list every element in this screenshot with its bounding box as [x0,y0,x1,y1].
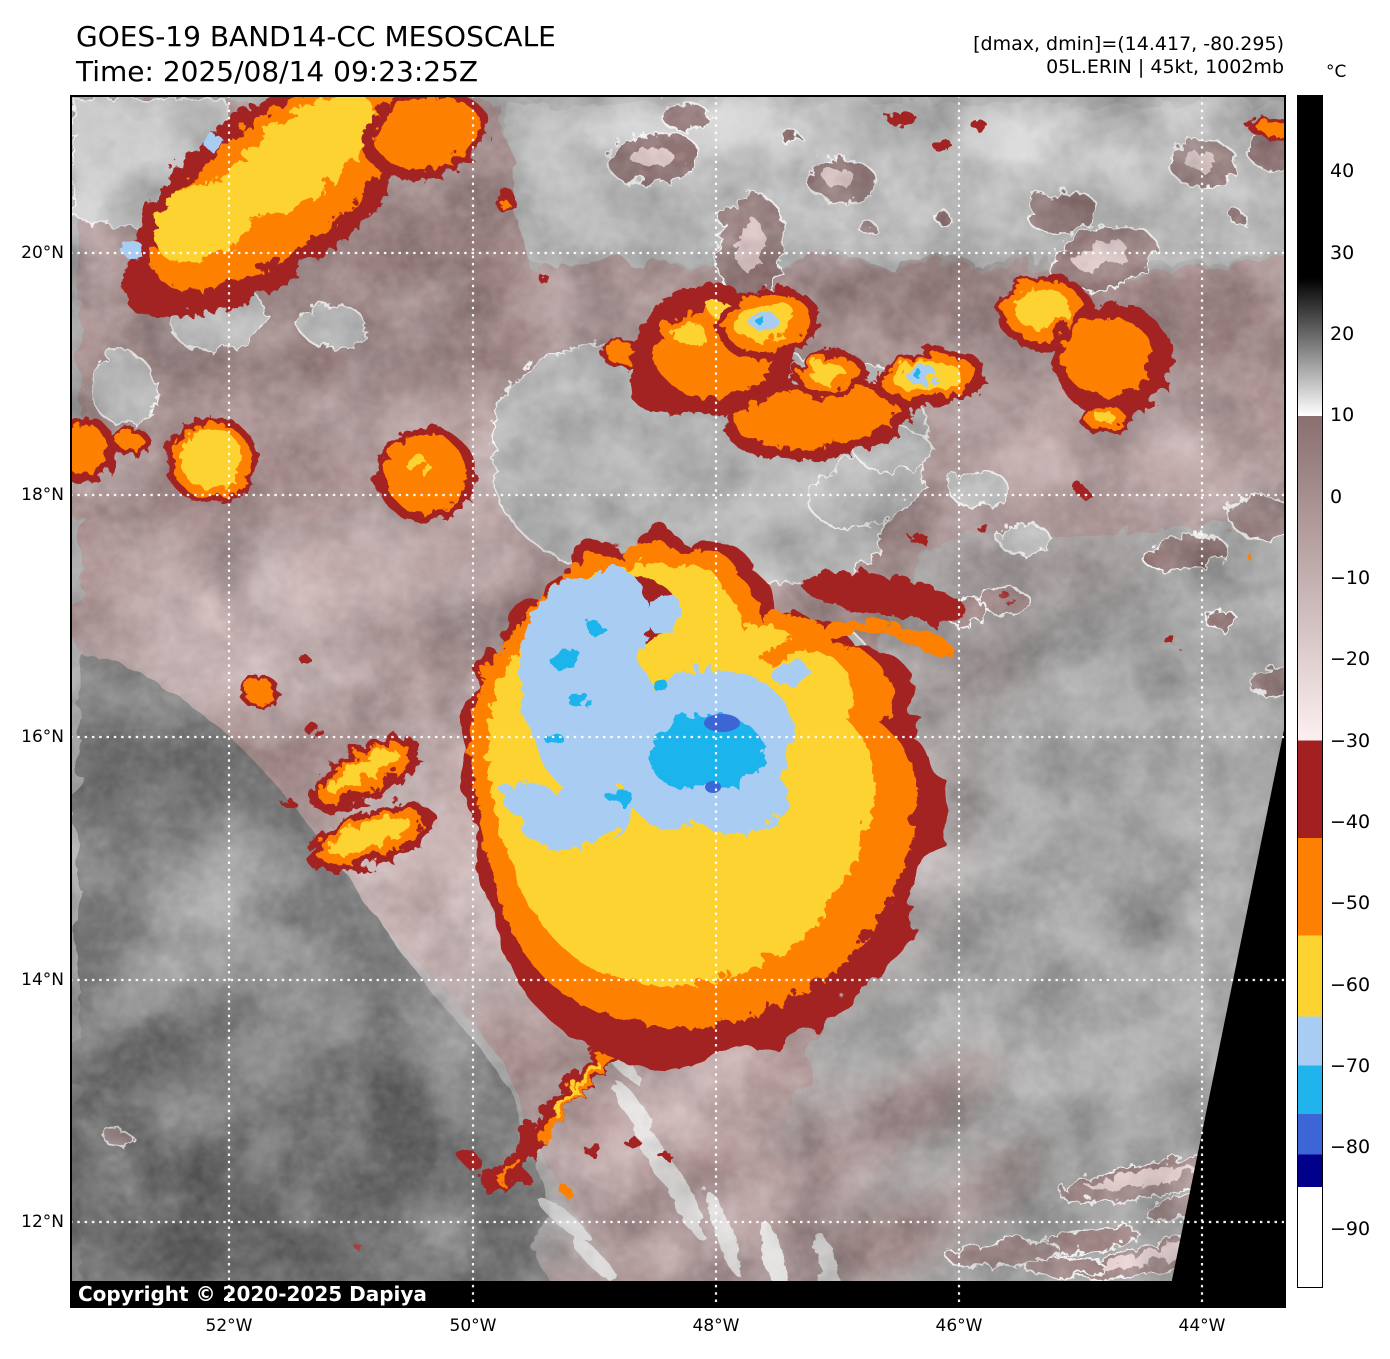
colorbar [1297,95,1323,1288]
colorbar-tick-label: −50 [1330,892,1371,915]
map-border [70,95,1286,1308]
copyright-notice: Copyright © 2020-2025 Dapiya [78,1282,427,1306]
lat-label-12n: 12°N [21,1212,64,1232]
satellite-image [70,95,1286,1308]
colorbar-unit-label: °C [1326,62,1347,82]
colorbar-tick-label: −80 [1330,1136,1371,1159]
lat-label-20n: 20°N [21,243,64,263]
graticule [70,95,1286,1308]
lon-label-46w: 46°W [935,1316,983,1336]
colorbar-tick-labels: 40 30 20 10 0 −10 −20 −30 −40 −50 −60 −70 −80 −90 [1330,95,1390,1288]
timestamp: Time: 2025/08/14 09:23:25Z [76,55,479,88]
page-title: GOES-19 BAND14-CC MESOSCALE [76,20,556,53]
lon-label-50w: 50°W [449,1316,497,1336]
lon-label-52w: 52°W [205,1316,253,1336]
colorbar-tick-label: 40 [1330,160,1355,183]
satellite-map: Copyright © 2020-2025 Dapiya [70,95,1286,1308]
colorbar-tick-label: −70 [1330,1054,1371,1077]
storm-core [455,526,964,1061]
colorbar-tick-label: −10 [1330,567,1371,590]
colorbar-tick-label: −30 [1330,729,1371,752]
no-data-mask [70,720,1286,1308]
colorbar-tick-label: 20 [1330,323,1355,346]
colorbar-tick-label: −60 [1330,973,1371,996]
colorbar-tick-label: 0 [1330,485,1343,508]
lat-label-16n: 16°N [21,727,64,747]
lon-label-48w: 48°W [692,1316,740,1336]
convective-cells [70,95,1286,871]
lat-label-14n: 14°N [21,970,64,990]
storm-status: 05L.ERIN | 45kt, 1002mb [1046,56,1284,78]
colorbar-tick-label: −20 [1330,648,1371,671]
colorbar-tick-label: 30 [1330,241,1355,264]
header-info: [dmax, dmin]=(14.417, -80.295) 05L.ERIN … [973,33,1284,79]
colorbar-tick-label: −40 [1330,811,1371,834]
dmax-dmin-readout: [dmax, dmin]=(14.417, -80.295) [973,33,1284,55]
lon-label-44w: 44°W [1178,1316,1226,1336]
colorbar-tick-label: −90 [1330,1217,1371,1240]
lat-label-18n: 18°N [21,485,64,505]
colorbar-tick-label: 10 [1330,404,1355,427]
